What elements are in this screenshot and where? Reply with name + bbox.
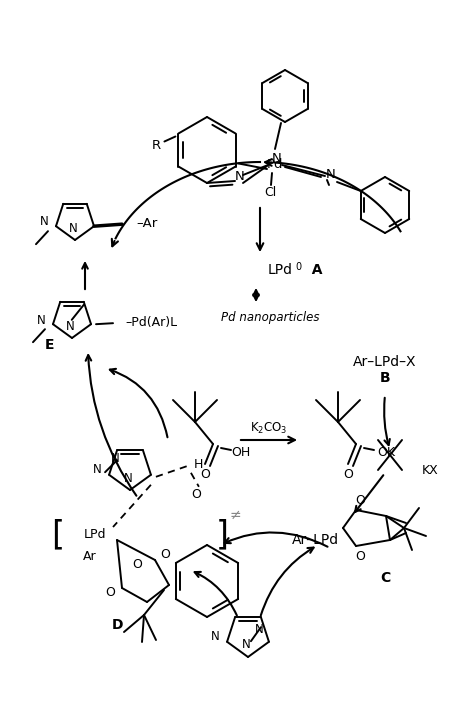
Text: N: N (40, 215, 48, 228)
Text: Pd nanoparticles: Pd nanoparticles (221, 311, 319, 324)
Text: O: O (355, 493, 365, 506)
Text: O: O (200, 468, 210, 481)
Text: N: N (211, 630, 219, 643)
Text: ≠: ≠ (229, 508, 241, 522)
Text: ]: ] (216, 518, 228, 552)
Text: C: C (380, 571, 390, 585)
Text: N: N (111, 451, 119, 465)
Text: –Ar: –Ar (136, 217, 157, 230)
Text: K$_2$CO$_3$: K$_2$CO$_3$ (250, 420, 288, 436)
Text: Pd: Pd (267, 159, 283, 171)
Text: N: N (272, 151, 282, 164)
Text: N: N (124, 471, 132, 484)
Text: OK: OK (377, 446, 395, 459)
Text: N: N (93, 464, 101, 476)
Text: A: A (302, 263, 322, 277)
Text: Ar: Ar (83, 550, 97, 564)
Text: B: B (380, 371, 390, 385)
Text: H: H (194, 459, 204, 471)
Text: –Pd(Ar)L: –Pd(Ar)L (125, 316, 177, 328)
Text: LPd: LPd (84, 528, 106, 542)
Text: E: E (45, 338, 55, 352)
Text: 0: 0 (295, 262, 301, 272)
Text: OH: OH (231, 446, 251, 459)
Text: N: N (242, 638, 250, 651)
Text: KX: KX (422, 464, 438, 476)
Text: N: N (69, 223, 77, 235)
Text: Ar–LPd: Ar–LPd (292, 533, 338, 547)
Text: O: O (191, 488, 201, 501)
Text: N: N (65, 321, 74, 333)
Text: Cl: Cl (264, 186, 276, 200)
Text: O: O (132, 559, 142, 572)
Text: N: N (36, 314, 46, 326)
Text: D: D (112, 618, 124, 632)
Text: N: N (255, 623, 263, 636)
Text: [: [ (52, 518, 64, 552)
Text: O: O (105, 587, 115, 599)
Text: LPd: LPd (268, 263, 293, 277)
Text: O: O (355, 550, 365, 562)
Text: Ar–LPd–X: Ar–LPd–X (353, 355, 417, 369)
Text: N: N (326, 169, 336, 181)
Text: R: R (152, 139, 161, 152)
Text: N: N (235, 171, 245, 183)
Text: O: O (160, 548, 170, 562)
Text: O: O (343, 468, 353, 481)
